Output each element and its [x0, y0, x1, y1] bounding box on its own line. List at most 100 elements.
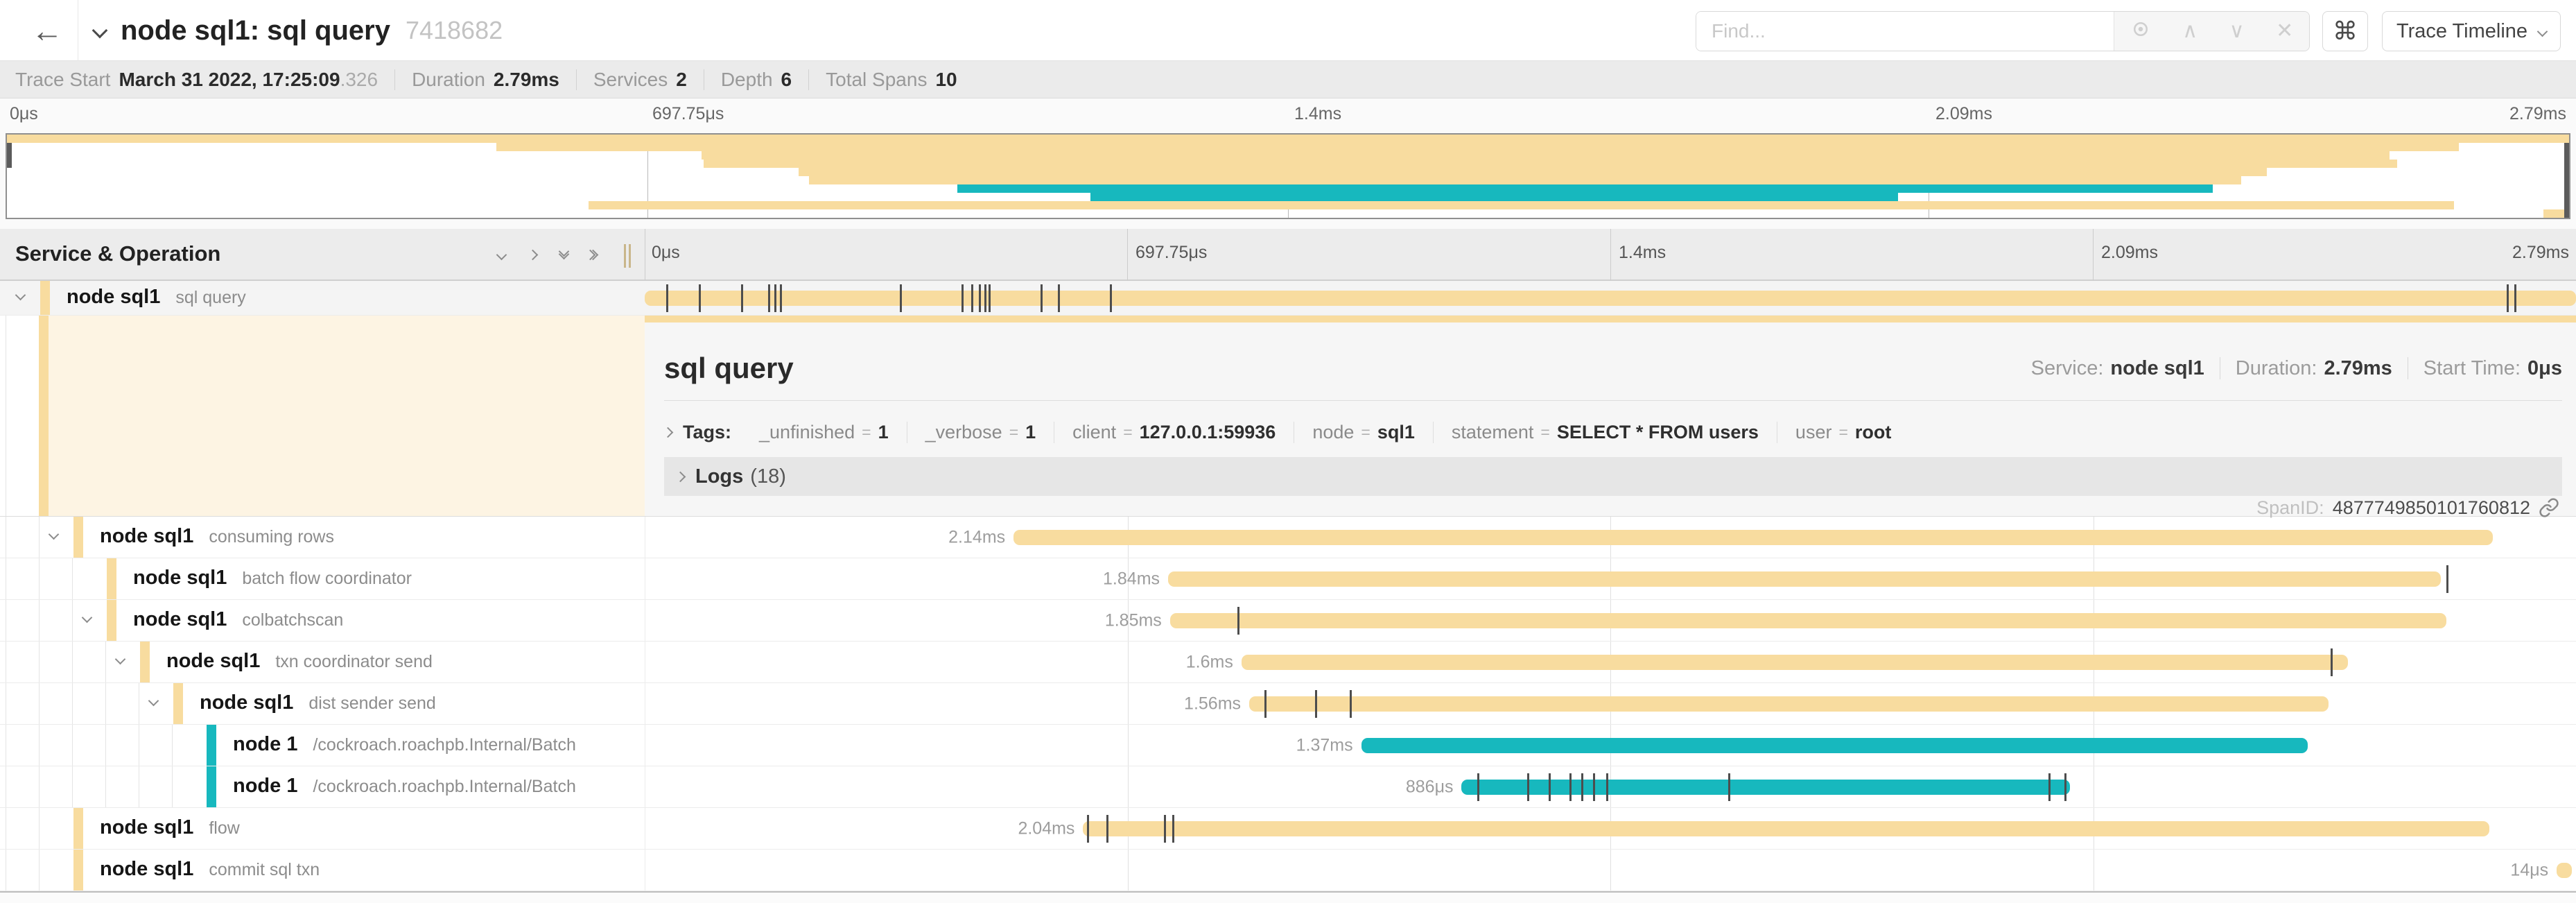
span-bar[interactable]	[1168, 571, 2441, 587]
trace-start-label: Trace Start	[15, 68, 111, 90]
log-tick-mark	[1264, 689, 1267, 718]
expand-span-chevron-icon[interactable]	[148, 695, 159, 706]
minimap-viewport[interactable]	[6, 133, 2570, 219]
log-tick-mark	[1314, 689, 1317, 718]
expand-span-chevron-icon[interactable]	[48, 528, 60, 540]
span-bar[interactable]	[1461, 779, 2071, 795]
span-row[interactable]: node sql1 commit sql txn 14μs	[0, 850, 2576, 891]
view-dropdown-button[interactable]: Trace Timeline	[2382, 11, 2561, 51]
expand-span-chevron-icon[interactable]	[15, 289, 26, 300]
operation-name: commit sql txn	[209, 859, 320, 879]
span-row[interactable]: node sql1 flow 2.04ms	[0, 808, 2576, 850]
span-row[interactable]: node 1/cockroach.roachpb.Internal/Batch 1…	[0, 725, 2576, 766]
span-bar[interactable]	[1083, 820, 2489, 836]
span-bar[interactable]	[1169, 612, 2447, 628]
expand-span-chevron-icon[interactable]	[81, 612, 93, 623]
span-bar[interactable]	[1361, 737, 2308, 753]
minimap-span-row	[7, 193, 2569, 201]
indent-guide	[39, 642, 40, 682]
span-bar[interactable]	[2557, 862, 2573, 878]
collapse-all-icon[interactable]	[558, 246, 570, 259]
span-bar[interactable]	[1249, 696, 2329, 712]
service-color-stripe	[140, 642, 150, 682]
minimap-span-row	[7, 176, 2569, 184]
span-duration-label: 1.6ms	[1185, 652, 1233, 671]
minimap-span-bar	[704, 160, 2398, 168]
expand-span-chevron-icon[interactable]	[114, 653, 126, 664]
span-row[interactable]: node sql1 batch flow coordinator 1.84ms	[0, 558, 2576, 600]
timeline-tick: 0μs	[652, 243, 680, 262]
start-time-value: 0μs	[2527, 356, 2562, 379]
back-button[interactable]: ←	[18, 0, 76, 61]
tag-item: _unfinished = 1	[759, 421, 889, 442]
view-dropdown-label: Trace Timeline	[2396, 19, 2528, 42]
log-tick-mark	[1172, 814, 1174, 843]
indent-guide	[105, 642, 106, 682]
back-arrow-icon: ←	[31, 12, 63, 49]
close-icon[interactable]: ✕	[2276, 19, 2294, 42]
log-tick-mark	[1527, 773, 1530, 801]
minimap-tick: 697.75μs	[652, 104, 724, 123]
logs-accordion[interactable]: Logs (18)	[664, 457, 2562, 496]
minimap-gridline	[647, 135, 648, 218]
collapse-trace-chevron-icon[interactable]	[92, 22, 108, 39]
indent-guide	[105, 683, 106, 724]
trace-id: 7418682	[405, 16, 503, 44]
indent-guide	[39, 808, 40, 849]
minimap-right-scrubber[interactable]	[2564, 135, 2569, 218]
column-resizer-handle[interactable]	[624, 244, 634, 268]
chevron-right-icon	[675, 471, 686, 482]
trace-start-fraction: .326	[340, 68, 378, 90]
span-row[interactable]: node sql1 sql query	[0, 281, 2576, 316]
span-bar[interactable]	[1241, 654, 2349, 670]
tags-accordion[interactable]: Tags: _unfinished = 1 _verbose = 1 client = 127.…	[662, 413, 2562, 452]
total-spans-label: Total Spans	[826, 68, 928, 90]
chevron-up-icon[interactable]: ∧	[2182, 19, 2198, 42]
service-name: node sql1 txn coordinator send	[166, 649, 433, 672]
minimap-span-row	[7, 209, 2569, 218]
service-name: node 1/cockroach.roachpb.Internal/Batch	[233, 732, 576, 755]
span-duration-label: 1.84ms	[1103, 569, 1160, 588]
span-row[interactable]: node sql1 colbatchscan 1.85ms	[0, 600, 2576, 642]
span-bar[interactable]	[1013, 529, 2494, 545]
link-icon[interactable]	[2539, 497, 2559, 518]
span-duration-label: 14μs	[2510, 860, 2549, 879]
tag-value: 127.0.0.1:59936	[1139, 421, 1276, 442]
span-row[interactable]: node sql1 txn coordinator send 1.6ms	[0, 642, 2576, 683]
detail-duration-value: 2.79ms	[2324, 356, 2392, 379]
log-tick-mark	[1058, 284, 1061, 312]
service-value: node sql1	[2110, 356, 2204, 379]
page-header: ← node sql1: sql query 7418682 ∧ ∨ ✕ ⌘ T…	[0, 0, 2576, 61]
keyboard-shortcuts-button[interactable]: ⌘	[2322, 11, 2368, 51]
duration-label: Duration	[412, 68, 485, 90]
span-bar-track: 1.84ms	[645, 558, 2576, 599]
span-row[interactable]: node sql1 dist sender send 1.56ms	[0, 683, 2576, 725]
span-row[interactable]: node sql1 consuming rows 2.14ms	[0, 517, 2576, 558]
minimap-tick-labels: 0μs 697.75μs 1.4ms 2.09ms 2.79ms	[0, 104, 2576, 129]
chevron-down-icon[interactable]: ∨	[2229, 19, 2245, 42]
tag-item: statement = SELECT * FROM users	[1432, 421, 1777, 443]
collapse-one-icon[interactable]	[496, 249, 507, 261]
minimap-span-bar	[799, 168, 2267, 176]
tag-key: _verbose	[925, 421, 1002, 442]
minimap-span-row	[7, 151, 2569, 160]
detail-name-column[interactable]	[39, 316, 645, 516]
minimap-left-scrubber[interactable]	[7, 135, 12, 168]
log-tick-mark	[1592, 773, 1595, 801]
minimap-span-bar	[957, 184, 2213, 193]
service-color-stripe	[73, 850, 83, 891]
operation-name: consuming rows	[209, 526, 334, 547]
minimap-span-row	[7, 168, 2569, 176]
expand-one-icon[interactable]	[527, 249, 539, 261]
minimap-tick: 2.09ms	[1935, 104, 1992, 123]
indent-guide	[105, 766, 106, 807]
service-color-stripe	[107, 558, 116, 599]
service-color-stripe	[73, 517, 83, 558]
expand-all-icon[interactable]	[584, 249, 599, 261]
minimap-span-bar	[2543, 209, 2564, 218]
span-bar[interactable]	[645, 290, 2576, 306]
crosshair-icon[interactable]	[2130, 19, 2151, 44]
indent-guide	[39, 600, 40, 641]
find-input[interactable]	[1696, 12, 2114, 51]
span-row[interactable]: node 1/cockroach.roachpb.Internal/Batch 8…	[0, 766, 2576, 808]
